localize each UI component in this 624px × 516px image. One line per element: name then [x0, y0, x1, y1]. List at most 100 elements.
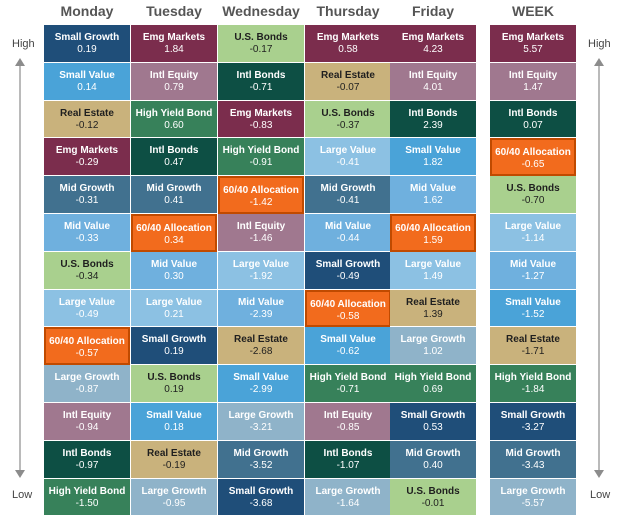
cell-week-10: High Yield Bond -1.84: [490, 365, 576, 403]
high-label-left: High: [12, 38, 35, 50]
return-value: 0.18: [164, 422, 184, 433]
asset-class-label: Mid Value: [150, 258, 198, 270]
asset-class-label: U.S. Bonds: [406, 485, 460, 497]
asset-class-label: Small Growth: [400, 410, 466, 421]
cell-wednesday-2: Intl Bonds -0.71: [218, 62, 304, 101]
return-value: 5.57: [523, 44, 543, 55]
asset-class-label: Intl Bonds: [508, 107, 558, 119]
cell-week-6: Large Value -1.14: [490, 214, 576, 252]
asset-class-label: Small Value: [405, 145, 461, 157]
cell-wednesday-1: U.S. Bonds -0.17: [218, 25, 304, 63]
cell-thursday-5: Mid Growth -0.41: [305, 176, 391, 214]
return-value: 0.07: [523, 119, 543, 131]
cell-wednesday-11: Large Growth -3.21: [218, 403, 304, 441]
cell-week-7: Mid Value -1.27: [490, 251, 576, 290]
return-value: 0.47: [164, 157, 184, 169]
cell-friday-12: Mid Growth 0.40: [390, 440, 476, 479]
asset-class-label: Mid Value: [409, 183, 457, 195]
cell-wednesday-7: Large Value -1.92: [218, 251, 304, 290]
low-label-right: Low: [590, 489, 611, 501]
cell-friday-9: Large Growth 1.02: [390, 327, 476, 366]
return-value: 1.39: [423, 308, 443, 320]
asset-class-label: U.S. Bonds: [234, 32, 288, 43]
asset-class-label: Small Growth: [228, 485, 294, 497]
return-value: 0.19: [164, 346, 184, 358]
asset-class-label: Intl Bonds: [323, 447, 373, 459]
cell-tuesday-12: Real Estate -0.19: [131, 440, 217, 479]
high-label-right: High: [588, 38, 611, 50]
column-header-week: WEEK: [512, 3, 554, 19]
asset-class-label: Intl Equity: [323, 410, 373, 421]
column-header-monday: Monday: [60, 3, 114, 19]
asset-class-label: Real Estate: [147, 447, 201, 459]
return-value: -0.58: [336, 310, 360, 322]
asset-class-label: Large Growth: [54, 372, 120, 384]
cell-wednesday-6: Intl Equity -1.46: [218, 214, 304, 252]
cell-wednesday-5: 60/40 Allocation -1.42: [218, 176, 304, 214]
asset-class-label: Mid Growth: [233, 447, 289, 459]
asset-class-label: Small Value: [146, 410, 202, 421]
return-value: -0.62: [336, 346, 360, 358]
column-header-wednesday: Wednesday: [222, 3, 300, 19]
cell-friday-11: Small Growth 0.53: [390, 403, 476, 441]
asset-class-label: Small Value: [320, 334, 376, 346]
asset-class-label: Intl Bonds: [62, 447, 112, 459]
return-value: -0.71: [249, 81, 273, 93]
rank-arrow-left: [15, 58, 25, 478]
cell-tuesday-7: Mid Value 0.30: [131, 251, 217, 290]
cell-thursday-10: High Yield Bond -0.71: [305, 365, 391, 403]
asset-class-label: Large Value: [145, 296, 203, 308]
asset-class-label: 60/40 Allocation: [495, 147, 571, 159]
cell-thursday-2: Real Estate -0.07: [305, 62, 391, 101]
asset-class-label: Large Value: [319, 145, 377, 157]
return-value: 0.41: [164, 195, 184, 207]
return-value: -2.99: [249, 384, 273, 396]
cell-friday-4: Small Value 1.82: [390, 138, 476, 177]
return-value: -0.17: [249, 44, 273, 55]
asset-class-label: Large Value: [232, 258, 290, 270]
return-value: 0.40: [423, 459, 443, 471]
return-value: -3.43: [521, 459, 545, 471]
return-value: -0.12: [75, 119, 99, 131]
asset-class-label: Small Growth: [315, 258, 381, 270]
asset-class-label: U.S. Bonds: [60, 258, 114, 270]
cell-monday-7: U.S. Bonds -0.34: [44, 251, 130, 290]
asset-class-label: Mid Growth: [505, 447, 561, 459]
return-value: 1.47: [523, 81, 543, 93]
cell-week-1: Emg Markets 5.57: [490, 25, 576, 63]
return-value: 0.14: [77, 81, 97, 93]
return-value: -0.70: [521, 195, 545, 207]
return-value: -0.01: [421, 497, 445, 509]
cell-friday-2: Intl Equity 4.01: [390, 62, 476, 101]
asset-class-label: High Yield Bond: [222, 145, 300, 157]
asset-class-label: Small Value: [59, 69, 115, 81]
return-value: 0.30: [164, 270, 184, 282]
return-value: 4.01: [423, 81, 443, 93]
return-value: -0.41: [336, 157, 360, 169]
return-value: -1.92: [249, 270, 273, 282]
cell-monday-11: Intl Equity -0.94: [44, 403, 130, 441]
rank-arrow-right: [594, 58, 604, 478]
asset-class-label: U.S. Bonds: [506, 183, 560, 195]
cell-monday-3: Real Estate -0.12: [44, 100, 130, 139]
cell-monday-4: Emg Markets -0.29: [44, 138, 130, 177]
return-value: 1.49: [423, 270, 443, 282]
asset-class-label: Large Growth: [400, 334, 466, 346]
cell-tuesday-10: U.S. Bonds 0.19: [131, 365, 217, 403]
cell-monday-6: Mid Value -0.33: [44, 214, 130, 252]
return-value: 0.58: [338, 44, 358, 55]
cell-thursday-4: Large Value -0.41: [305, 138, 391, 177]
return-value: -1.64: [336, 497, 360, 509]
return-value: -0.83: [249, 119, 273, 131]
asset-class-label: Mid Value: [63, 221, 111, 232]
cell-thursday-6: Mid Value -0.44: [305, 214, 391, 252]
cell-week-8: Small Value -1.52: [490, 289, 576, 328]
asset-class-label: Real Estate: [506, 334, 560, 346]
asset-class-label: U.S. Bonds: [147, 372, 201, 384]
return-value: -0.31: [75, 195, 99, 207]
asset-class-label: High Yield Bond: [48, 485, 126, 497]
return-value: 1.59: [423, 235, 443, 246]
asset-class-label: 60/40 Allocation: [310, 298, 386, 310]
return-value: -0.94: [75, 422, 99, 433]
return-value: -0.85: [336, 422, 360, 433]
